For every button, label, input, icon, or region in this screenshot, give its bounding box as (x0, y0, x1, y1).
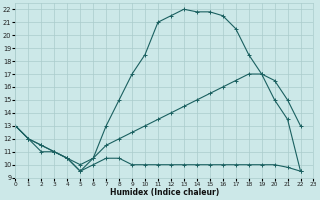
X-axis label: Humidex (Indice chaleur): Humidex (Indice chaleur) (110, 188, 219, 197)
